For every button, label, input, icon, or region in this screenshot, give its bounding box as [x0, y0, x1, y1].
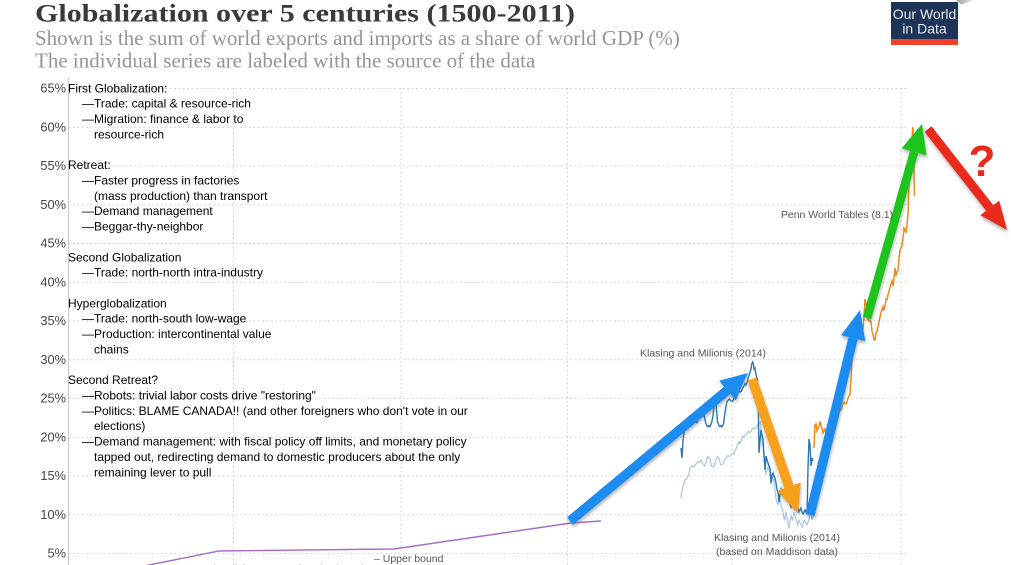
svg-text:– Upper bound: – Upper bound: [374, 553, 444, 565]
svg-text:Second Retreat?: Second Retreat?: [68, 373, 158, 387]
svg-text:in Data: in Data: [902, 21, 947, 37]
svg-text:The individual series are labe: The individual series are labeled with t…: [35, 49, 536, 73]
svg-text:Penn World Tables (8.1): Penn World Tables (8.1): [781, 209, 893, 221]
svg-text:25%: 25%: [40, 391, 66, 406]
svg-text:5%: 5%: [48, 546, 67, 561]
svg-text:remaining lever to pull: remaining lever to pull: [94, 465, 211, 479]
svg-text:Estevadeordal, Frantz and Tayl: Estevadeordal, Frantz and Taylor (2003): [178, 563, 365, 565]
svg-text:—Production: intercontinental: —Production: intercontinental value: [82, 327, 272, 341]
svg-text:30%: 30%: [40, 352, 66, 367]
svg-text:Globalization over 5 centuries: Globalization over 5 centuries (1500-201…: [35, 1, 575, 28]
svg-text:—Robots: trivial labor costs d: —Robots: trivial labor costs drive "rest…: [82, 389, 316, 403]
svg-text:resource-rich: resource-rich: [94, 127, 164, 141]
svg-text:chains: chains: [94, 342, 129, 356]
svg-text:—Demand management: with fisca: —Demand management: with fiscal policy o…: [82, 435, 467, 449]
svg-text:Shown is the sum of world expo: Shown is the sum of world exports and im…: [35, 26, 680, 50]
svg-text:50%: 50%: [40, 197, 66, 212]
svg-text:10%: 10%: [40, 507, 66, 522]
svg-text:—Trade: north-north intra-indu: —Trade: north-north intra-industry: [82, 266, 263, 280]
svg-text:—Demand management: —Demand management: [82, 204, 213, 218]
svg-text:Second Globalization: Second Globalization: [68, 250, 181, 264]
svg-text:—Migration: finance & labor to: —Migration: finance & labor to: [82, 112, 244, 126]
svg-text:—Trade: capital & resource-ric: —Trade: capital & resource-rich: [82, 97, 251, 111]
svg-text:Klasing and Milionis (2014): Klasing and Milionis (2014): [640, 348, 766, 360]
svg-text:First Globalization:: First Globalization:: [68, 81, 167, 95]
svg-text:35%: 35%: [40, 313, 66, 328]
svg-text:45%: 45%: [40, 236, 66, 251]
svg-text:55%: 55%: [40, 158, 66, 173]
svg-text:—Trade: north-south low-wage: —Trade: north-south low-wage: [82, 312, 247, 326]
svg-text:20%: 20%: [40, 429, 66, 444]
svg-text:?: ?: [969, 137, 996, 186]
svg-text:40%: 40%: [40, 274, 66, 289]
svg-text:—Beggar-thy-neighbor: —Beggar-thy-neighbor: [82, 220, 203, 234]
svg-text:elections): elections): [94, 419, 145, 433]
svg-text:—Faster progress in factories: —Faster progress in factories: [82, 174, 239, 188]
svg-text:tapped out, redirecting demand: tapped out, redirecting demand to domest…: [94, 450, 460, 464]
svg-text:15%: 15%: [40, 468, 66, 483]
svg-text:—Politics: BLAME CANADA!! (and: —Politics: BLAME CANADA!! (and other for…: [82, 404, 468, 418]
svg-text:(based on Maddison data): (based on Maddison data): [716, 546, 838, 558]
svg-text:Klasing and Milionis (2014): Klasing and Milionis (2014): [714, 532, 840, 544]
svg-text:60%: 60%: [40, 119, 66, 134]
svg-text:Hyperglobalization: Hyperglobalization: [68, 296, 167, 310]
svg-text:Retreat:: Retreat:: [68, 158, 111, 172]
svg-text:(mass production) than transpo: (mass production) than transport: [94, 189, 268, 203]
svg-text:65%: 65%: [40, 81, 66, 96]
svg-text:Our World: Our World: [893, 6, 957, 22]
